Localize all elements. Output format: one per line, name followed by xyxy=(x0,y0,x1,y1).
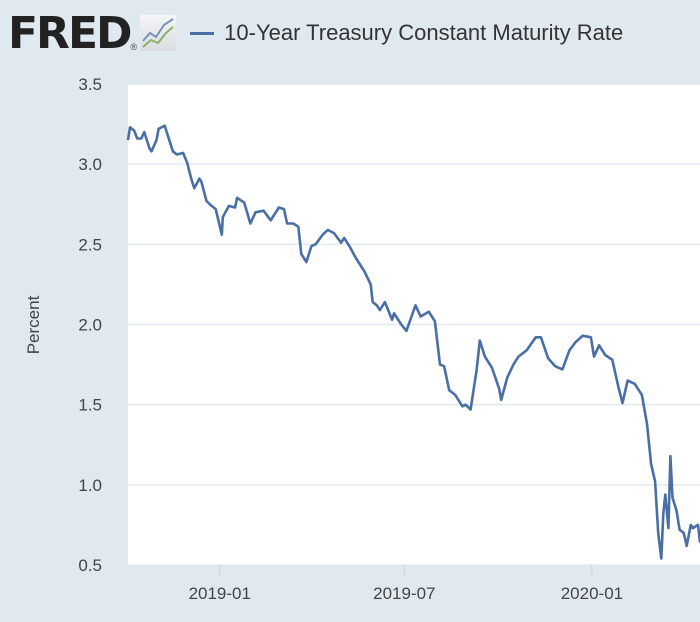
legend-label[interactable]: 10-Year Treasury Constant Maturity Rate xyxy=(224,20,624,45)
y-tick-label: 3.5 xyxy=(78,75,102,94)
fred-chart-icon xyxy=(140,15,177,51)
x-tick-label: 2020-01 xyxy=(561,584,623,603)
registered-mark: ® xyxy=(130,42,138,52)
x-tick-label: 2019-01 xyxy=(189,584,251,603)
y-tick-label: 3.0 xyxy=(78,155,102,174)
y-axis-label: Percent xyxy=(24,295,43,354)
y-tick-label: 1.0 xyxy=(78,476,102,495)
chart-header: FRED ® 10-Year Treasury Constant Maturit… xyxy=(8,7,623,59)
x-tick-label: 2019-07 xyxy=(373,584,435,603)
y-tick-label: 1.5 xyxy=(78,396,102,415)
y-tick-label: 2.5 xyxy=(78,235,102,254)
y-tick-label: 2.0 xyxy=(78,316,102,335)
series-line xyxy=(126,124,700,560)
y-tick-label: 0.5 xyxy=(78,556,102,575)
legend: 10-Year Treasury Constant Maturity Rate xyxy=(190,20,623,46)
fred-logo[interactable]: FRED xyxy=(8,7,133,59)
legend-swatch xyxy=(190,31,215,35)
